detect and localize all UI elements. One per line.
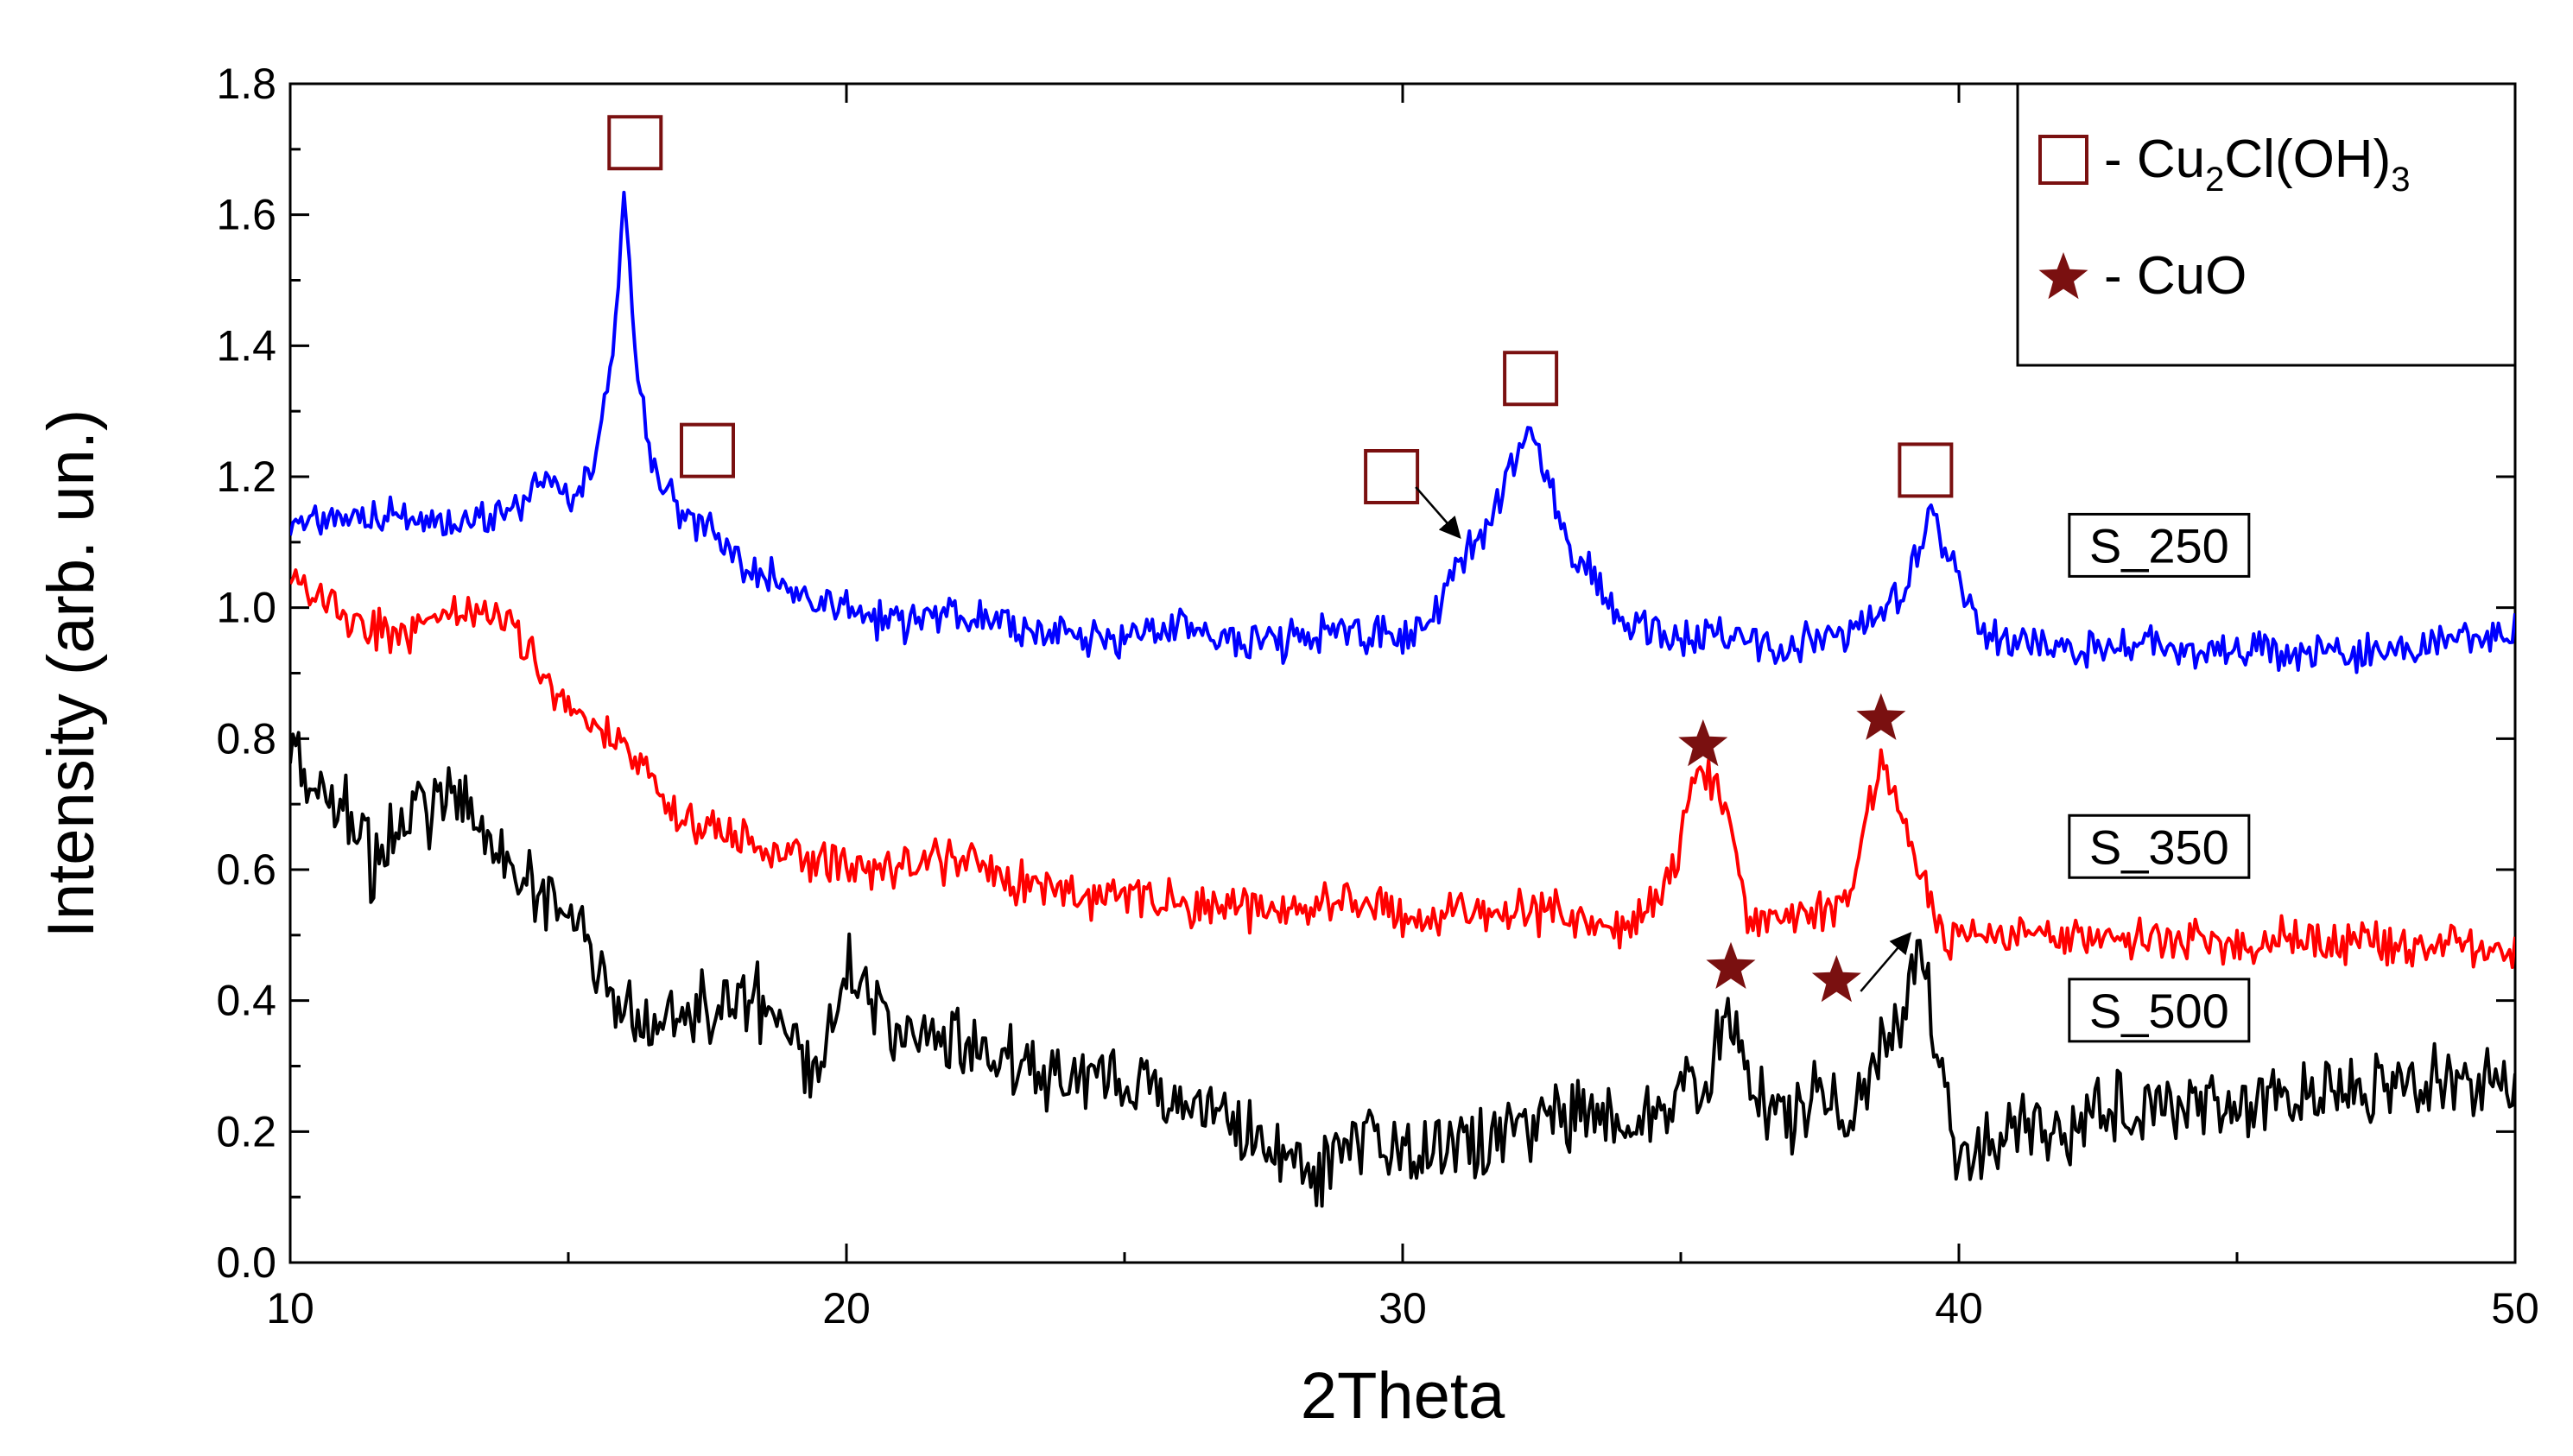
x-tick-label: 40 (1935, 1284, 1983, 1333)
y-tick-label: 0.6 (216, 845, 276, 894)
peak-square-marker (680, 422, 735, 478)
x-tick-label: 20 (822, 1284, 871, 1333)
y-tick-label: 1.2 (216, 453, 276, 501)
peak-square-marker (1503, 351, 1559, 407)
x-tick-label: 10 (266, 1284, 314, 1333)
y-tick-label: 1.8 (216, 60, 276, 108)
series-labels: S_250 S_350 S_500 (2068, 512, 2251, 1043)
legend-label-cu2cloh3: - Cu2Cl(OH)3 (2104, 130, 2410, 199)
legend-square-marker (2038, 135, 2088, 185)
legend: - Cu2Cl(OH)3 - CuO (2016, 82, 2517, 367)
legend-box (2016, 82, 2517, 367)
y-tick-label: 0.2 (216, 1107, 276, 1155)
y-tick-label: 0.0 (216, 1238, 276, 1287)
peak-square-marker (607, 115, 663, 171)
peak-square-marker (1364, 449, 1420, 504)
series-line-s_250 (290, 190, 2515, 674)
x-tick-label: 50 (2491, 1284, 2539, 1333)
peak-star-marker (1678, 719, 1728, 767)
legend-label-cuo: - CuO (2104, 246, 2247, 306)
series-line-s_350 (290, 568, 2515, 969)
annotation-layer (607, 115, 1954, 1003)
series-label-box (2068, 512, 2251, 578)
legend-star-marker (2038, 252, 2088, 300)
legend-star-shape (2038, 252, 2088, 300)
y-tick-label: 0.4 (216, 977, 276, 1025)
y-tick-label: 0.8 (216, 714, 276, 763)
annotation-arrow (1415, 486, 1461, 540)
series-label-s_350: S_350 (2089, 820, 2229, 874)
y-axis-title: Intensity (arb. un.) (35, 409, 108, 939)
series-layer (290, 190, 2515, 1208)
x-tick-label: 30 (1378, 1284, 1427, 1333)
peak-square-marker (1898, 442, 1954, 498)
series-label-s_250: S_250 (2089, 518, 2229, 573)
y-tick-label: 1.0 (216, 584, 276, 632)
annotation-arrow (1860, 932, 1912, 992)
y-tick-label: 1.6 (216, 191, 276, 239)
series-label-s_500: S_500 (2089, 984, 2229, 1038)
peak-star-marker (1856, 693, 1906, 740)
series-line-s_500 (290, 731, 2515, 1208)
series-label-box (2068, 813, 2251, 879)
y-tick-label: 1.4 (216, 321, 276, 370)
x-axis-title: 2Theta (1301, 1359, 1505, 1433)
series-label-box (2068, 978, 2251, 1043)
peak-star-marker (1811, 954, 1861, 1003)
peak-star-marker (1706, 941, 1756, 989)
